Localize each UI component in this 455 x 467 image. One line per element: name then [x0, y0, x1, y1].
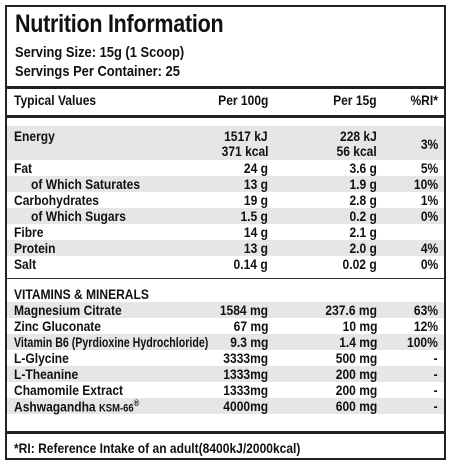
vitamin-per15: 600 mg [335, 398, 377, 414]
panel-title: Nutrition Information [15, 10, 224, 38]
header-ri: %RI* [410, 92, 438, 108]
table-row: Salt 0.14 g 0.02 g 0% [7, 256, 444, 272]
vitamin-per15: 1.4 mg [338, 334, 377, 350]
vitamins-heading: VITAMINS & MINERALS [7, 286, 444, 302]
nutrient-name: Fat [14, 160, 33, 176]
vitamin-name: Ashwagandha KSM-66® [14, 398, 140, 415]
vitamin-per100: 67 mg [233, 318, 268, 334]
nutrient-name: Protein [14, 240, 56, 256]
table-row: Ashwagandha KSM-66® 4000mg 600 mg - [7, 398, 444, 415]
header-per-15g: Per 15g [333, 92, 377, 108]
vitamin-name: L-Glycine [14, 350, 69, 366]
vitamin-per15: 200 mg [335, 382, 377, 398]
vitamin-per15: 237.6 mg [325, 302, 377, 318]
column-header-row: Typical Values Per 100g Per 15g %RI* [7, 92, 444, 112]
vitamin-per100: 4000mg [223, 398, 268, 414]
nutrient-name: of Which Saturates [31, 176, 141, 192]
vitamin-per100: 3333mg [223, 350, 268, 366]
energy-per100-kcal: 371 kcal [221, 143, 268, 159]
energy-per15-kcal: 56 kcal [336, 143, 377, 159]
nutrient-ri: 0% [420, 256, 438, 272]
registered-mark: ® [133, 398, 140, 408]
nutrient-per100: 14 g [243, 224, 268, 240]
vitamin-ri: 12% [413, 318, 438, 334]
nutrient-per100: 0.14 g [233, 256, 268, 272]
energy-label: Energy [14, 128, 55, 144]
table-row: of Which Saturates 13 g 1.9 g 10% [7, 176, 444, 192]
servings-per-container: Servings Per Container: 25 [15, 63, 180, 80]
vitamin-per100: 1333mg [223, 382, 268, 398]
vitamin-name: Vitamin B6 (Pyrdioxine Hydrochloride) [14, 334, 209, 350]
nutrient-per15: 0.2 g [349, 208, 377, 224]
vitamin-per100: 1584 mg [219, 302, 268, 318]
nutrient-per15: 2.0 g [349, 240, 377, 256]
table-row: Carbohydrates 19 g 2.8 g 1% [7, 192, 444, 208]
vitamin-per100: 1333mg [223, 366, 268, 382]
nutrient-name: Carbohydrates [14, 192, 99, 208]
nutrient-name: Fibre [14, 224, 44, 240]
vitamin-ri: 63% [413, 302, 438, 318]
rule-under-header [7, 115, 444, 118]
nutrient-per100: 13 g [243, 240, 268, 256]
nutrient-per100: 24 g [243, 160, 268, 176]
energy-ri: 3% [420, 136, 438, 152]
serving-size: Serving Size: 15g (1 Scoop) [15, 44, 185, 61]
table-row: Zinc Gluconate 67 mg 10 mg 12% [7, 318, 444, 334]
nutrient-ri: 1% [420, 192, 438, 208]
table-row: Fibre 14 g 2.1 g [7, 224, 444, 240]
energy-per100-kj: 1517 kJ [224, 128, 268, 144]
vitamin-name: L-Theanine [14, 366, 79, 382]
table-row: Chamomile Extract 1333mg 200 mg - [7, 382, 444, 398]
vitamin-per100: 9.3 mg [229, 334, 268, 350]
energy-per15-kj: 228 kJ [340, 128, 377, 144]
nutrient-per100: 19 g [243, 192, 268, 208]
vitamin-name: Zinc Gluconate [14, 318, 101, 334]
nutrient-per15: 1.9 g [349, 176, 377, 192]
table-row: Vitamin B6 (Pyrdioxine Hydrochloride) 9.… [7, 334, 444, 350]
vitamin-per15: 200 mg [335, 366, 377, 382]
nutrient-per100: 13 g [243, 176, 268, 192]
nutrient-per15: 3.6 g [349, 160, 377, 176]
header-typical-values: Typical Values [14, 92, 97, 108]
nutrient-per100: 1.5 g [240, 208, 268, 224]
nutrient-per15: 0.02 g [342, 256, 377, 272]
footnote: *RI: Reference Intake of an adult(8400kJ… [14, 440, 301, 456]
vitamin-ri: - [433, 366, 438, 382]
table-row: Protein 13 g 2.0 g 4% [7, 240, 444, 256]
header-per-100g: Per 100g [217, 92, 268, 108]
vitamin-per15: 500 mg [335, 350, 377, 366]
vitamin-name: Chamomile Extract [14, 382, 124, 398]
nutrient-ri: 10% [413, 176, 438, 192]
nutrient-ri: 5% [420, 160, 438, 176]
ksm66-brand: KSM-66 [98, 402, 134, 415]
vitamin-ri: - [433, 350, 438, 366]
rule-under-serving [7, 86, 444, 89]
nutrient-name: Salt [14, 256, 37, 272]
nutrition-panel: Nutrition Information Serving Size: 15g … [5, 5, 446, 460]
nutrient-per15: 2.8 g [349, 192, 377, 208]
table-row: Magnesium Citrate 1584 mg 237.6 mg 63% [7, 302, 444, 318]
rule-above-vitamins [7, 278, 444, 279]
nutrient-ri: 4% [420, 240, 438, 256]
nutrient-name: of Which Sugars [31, 208, 126, 224]
table-row: L-Theanine 1333mg 200 mg - [7, 366, 444, 382]
vitamin-name: Magnesium Citrate [14, 302, 122, 318]
vitamin-per15: 10 mg [342, 318, 377, 334]
vitamins-heading-label: VITAMINS & MINERALS [14, 286, 149, 302]
nutrient-per15: 2.1 g [349, 224, 377, 240]
energy-row: Energy 1517 kJ 371 kcal 228 kJ 56 kcal 3… [7, 126, 444, 160]
table-row: L-Glycine 3333mg 500 mg - [7, 350, 444, 366]
table-row: Fat 24 g 3.6 g 5% [7, 160, 444, 176]
table-row: of Which Sugars 1.5 g 0.2 g 0% [7, 208, 444, 224]
rule-above-footnote [7, 431, 444, 434]
vitamin-ri: 100% [407, 334, 438, 350]
nutrient-ri: 0% [420, 208, 438, 224]
vitamin-ri: - [433, 382, 438, 398]
vitamin-ri: - [433, 398, 438, 414]
